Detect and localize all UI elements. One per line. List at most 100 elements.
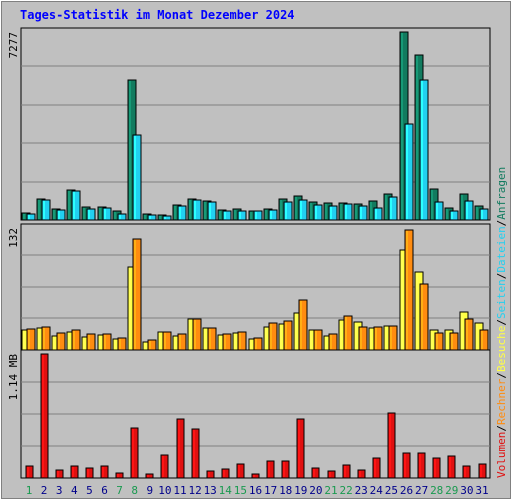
bar-volumen-day-31	[478, 463, 487, 479]
bar-dateien-day-20	[313, 204, 323, 221]
bar-highlight	[466, 202, 468, 219]
bar-highlight	[375, 209, 377, 219]
bar-highlight	[466, 320, 468, 349]
x-tick-day-5: 5	[86, 484, 93, 497]
bar-dateien-day-26	[404, 123, 414, 221]
bar-highlight	[419, 454, 421, 477]
bar-highlight	[144, 343, 146, 349]
bar-highlight	[265, 328, 267, 349]
x-tick-day-8: 8	[131, 484, 138, 497]
x-tick-day-12: 12	[188, 484, 201, 497]
legend-seiten: Seiten	[495, 279, 508, 319]
bar-volumen-day-9	[145, 473, 154, 479]
bar-highlight	[129, 81, 131, 219]
bar-volumen-day-12	[191, 428, 200, 479]
bar-highlight	[83, 338, 85, 349]
bar-highlight	[189, 200, 191, 219]
x-tick-day-26: 26	[400, 484, 413, 497]
bar-volumen-day-7	[115, 472, 124, 479]
bar-highlight	[300, 301, 302, 349]
legend-separator: /	[495, 220, 508, 227]
bar-highlight	[283, 462, 285, 477]
bar-highlight	[68, 333, 70, 349]
bar-highlight	[43, 328, 45, 349]
bar-highlight	[255, 212, 257, 219]
bar-highlight	[390, 327, 392, 349]
bar-highlight	[239, 333, 241, 349]
x-tick-day-11: 11	[173, 484, 186, 497]
bar-dateien-day-16	[253, 210, 263, 221]
bar-volumen-day-13	[206, 470, 215, 479]
x-tick-day-14: 14	[219, 484, 233, 497]
bar-highlight	[265, 210, 267, 219]
bar-dateien-day-9	[147, 214, 157, 221]
x-tick-day-6: 6	[101, 484, 108, 497]
bar-dateien-day-31	[479, 208, 489, 221]
bar-highlight	[88, 210, 90, 219]
bar-highlight	[360, 328, 362, 349]
bar-highlight	[481, 331, 483, 349]
bar-highlight	[57, 471, 59, 477]
bar-highlight	[461, 313, 463, 349]
bar-highlight	[147, 475, 149, 477]
bar-highlight	[446, 331, 448, 349]
bar-highlight	[436, 334, 438, 349]
x-tick-day-22: 22	[339, 484, 352, 497]
bar-dateien-day-23	[358, 205, 368, 221]
y-max-label-middle: 132	[7, 228, 20, 248]
bar-highlight	[164, 217, 166, 219]
x-tick-day-15: 15	[234, 484, 247, 497]
bar-dateien-day-19	[298, 199, 308, 221]
bar-highlight	[189, 320, 191, 349]
bar-dateien-day-3	[56, 209, 66, 221]
bar-highlight	[178, 420, 180, 477]
bar-volumen-day-22	[342, 464, 351, 479]
bar-highlight	[134, 136, 136, 219]
bar-highlight	[58, 211, 60, 219]
bar-highlight	[431, 190, 433, 219]
bar-highlight	[119, 339, 121, 349]
bar-highlight	[194, 201, 196, 219]
bar-highlight	[159, 216, 161, 219]
bar-highlight	[38, 329, 40, 349]
bar-highlight	[194, 320, 196, 349]
bar-highlight	[42, 355, 44, 477]
x-tick-day-4: 4	[71, 484, 78, 497]
bar-highlight	[270, 211, 272, 219]
bar-highlight	[280, 325, 282, 349]
bar-dateien-day-6	[102, 207, 112, 221]
bar-highlight	[310, 331, 312, 349]
bar-volumen-day-11	[176, 418, 185, 479]
x-tick-day-25: 25	[385, 484, 398, 497]
bar-volumen-day-29	[447, 455, 456, 479]
x-tick-day-19: 19	[294, 484, 307, 497]
bar-highlight	[238, 465, 240, 477]
bar-highlight	[385, 327, 387, 349]
bar-volumen-day-14	[221, 468, 230, 479]
x-tick-day-9: 9	[146, 484, 153, 497]
bar-highlight	[224, 212, 226, 219]
bar-volumen-day-10	[160, 454, 169, 479]
bar-highlight	[53, 337, 55, 349]
legend-volumen: Volumen	[495, 432, 508, 478]
y-max-label-bottom: 1.14 MB	[7, 354, 20, 401]
x-tick-day-10: 10	[158, 484, 171, 497]
bar-highlight	[159, 333, 161, 349]
bar-highlight	[325, 337, 327, 349]
bar-highlight	[224, 335, 226, 349]
bar-dateien-day-12	[192, 199, 202, 221]
bar-volumen-day-17	[266, 460, 275, 479]
bar-volumen-day-2	[40, 353, 49, 479]
x-tick-day-7: 7	[116, 484, 123, 497]
bar-highlight	[370, 202, 372, 219]
bar-highlight	[223, 470, 225, 477]
bar-highlight	[114, 212, 116, 219]
bar-highlight	[390, 198, 392, 219]
bar-highlight	[149, 216, 151, 219]
bar-highlight	[310, 203, 312, 219]
bar-dateien-day-13	[207, 201, 217, 221]
x-tick-day-30: 30	[460, 484, 473, 497]
bar-highlight	[88, 335, 90, 349]
bar-highlight	[359, 471, 361, 477]
x-tick-day-16: 16	[249, 484, 262, 497]
